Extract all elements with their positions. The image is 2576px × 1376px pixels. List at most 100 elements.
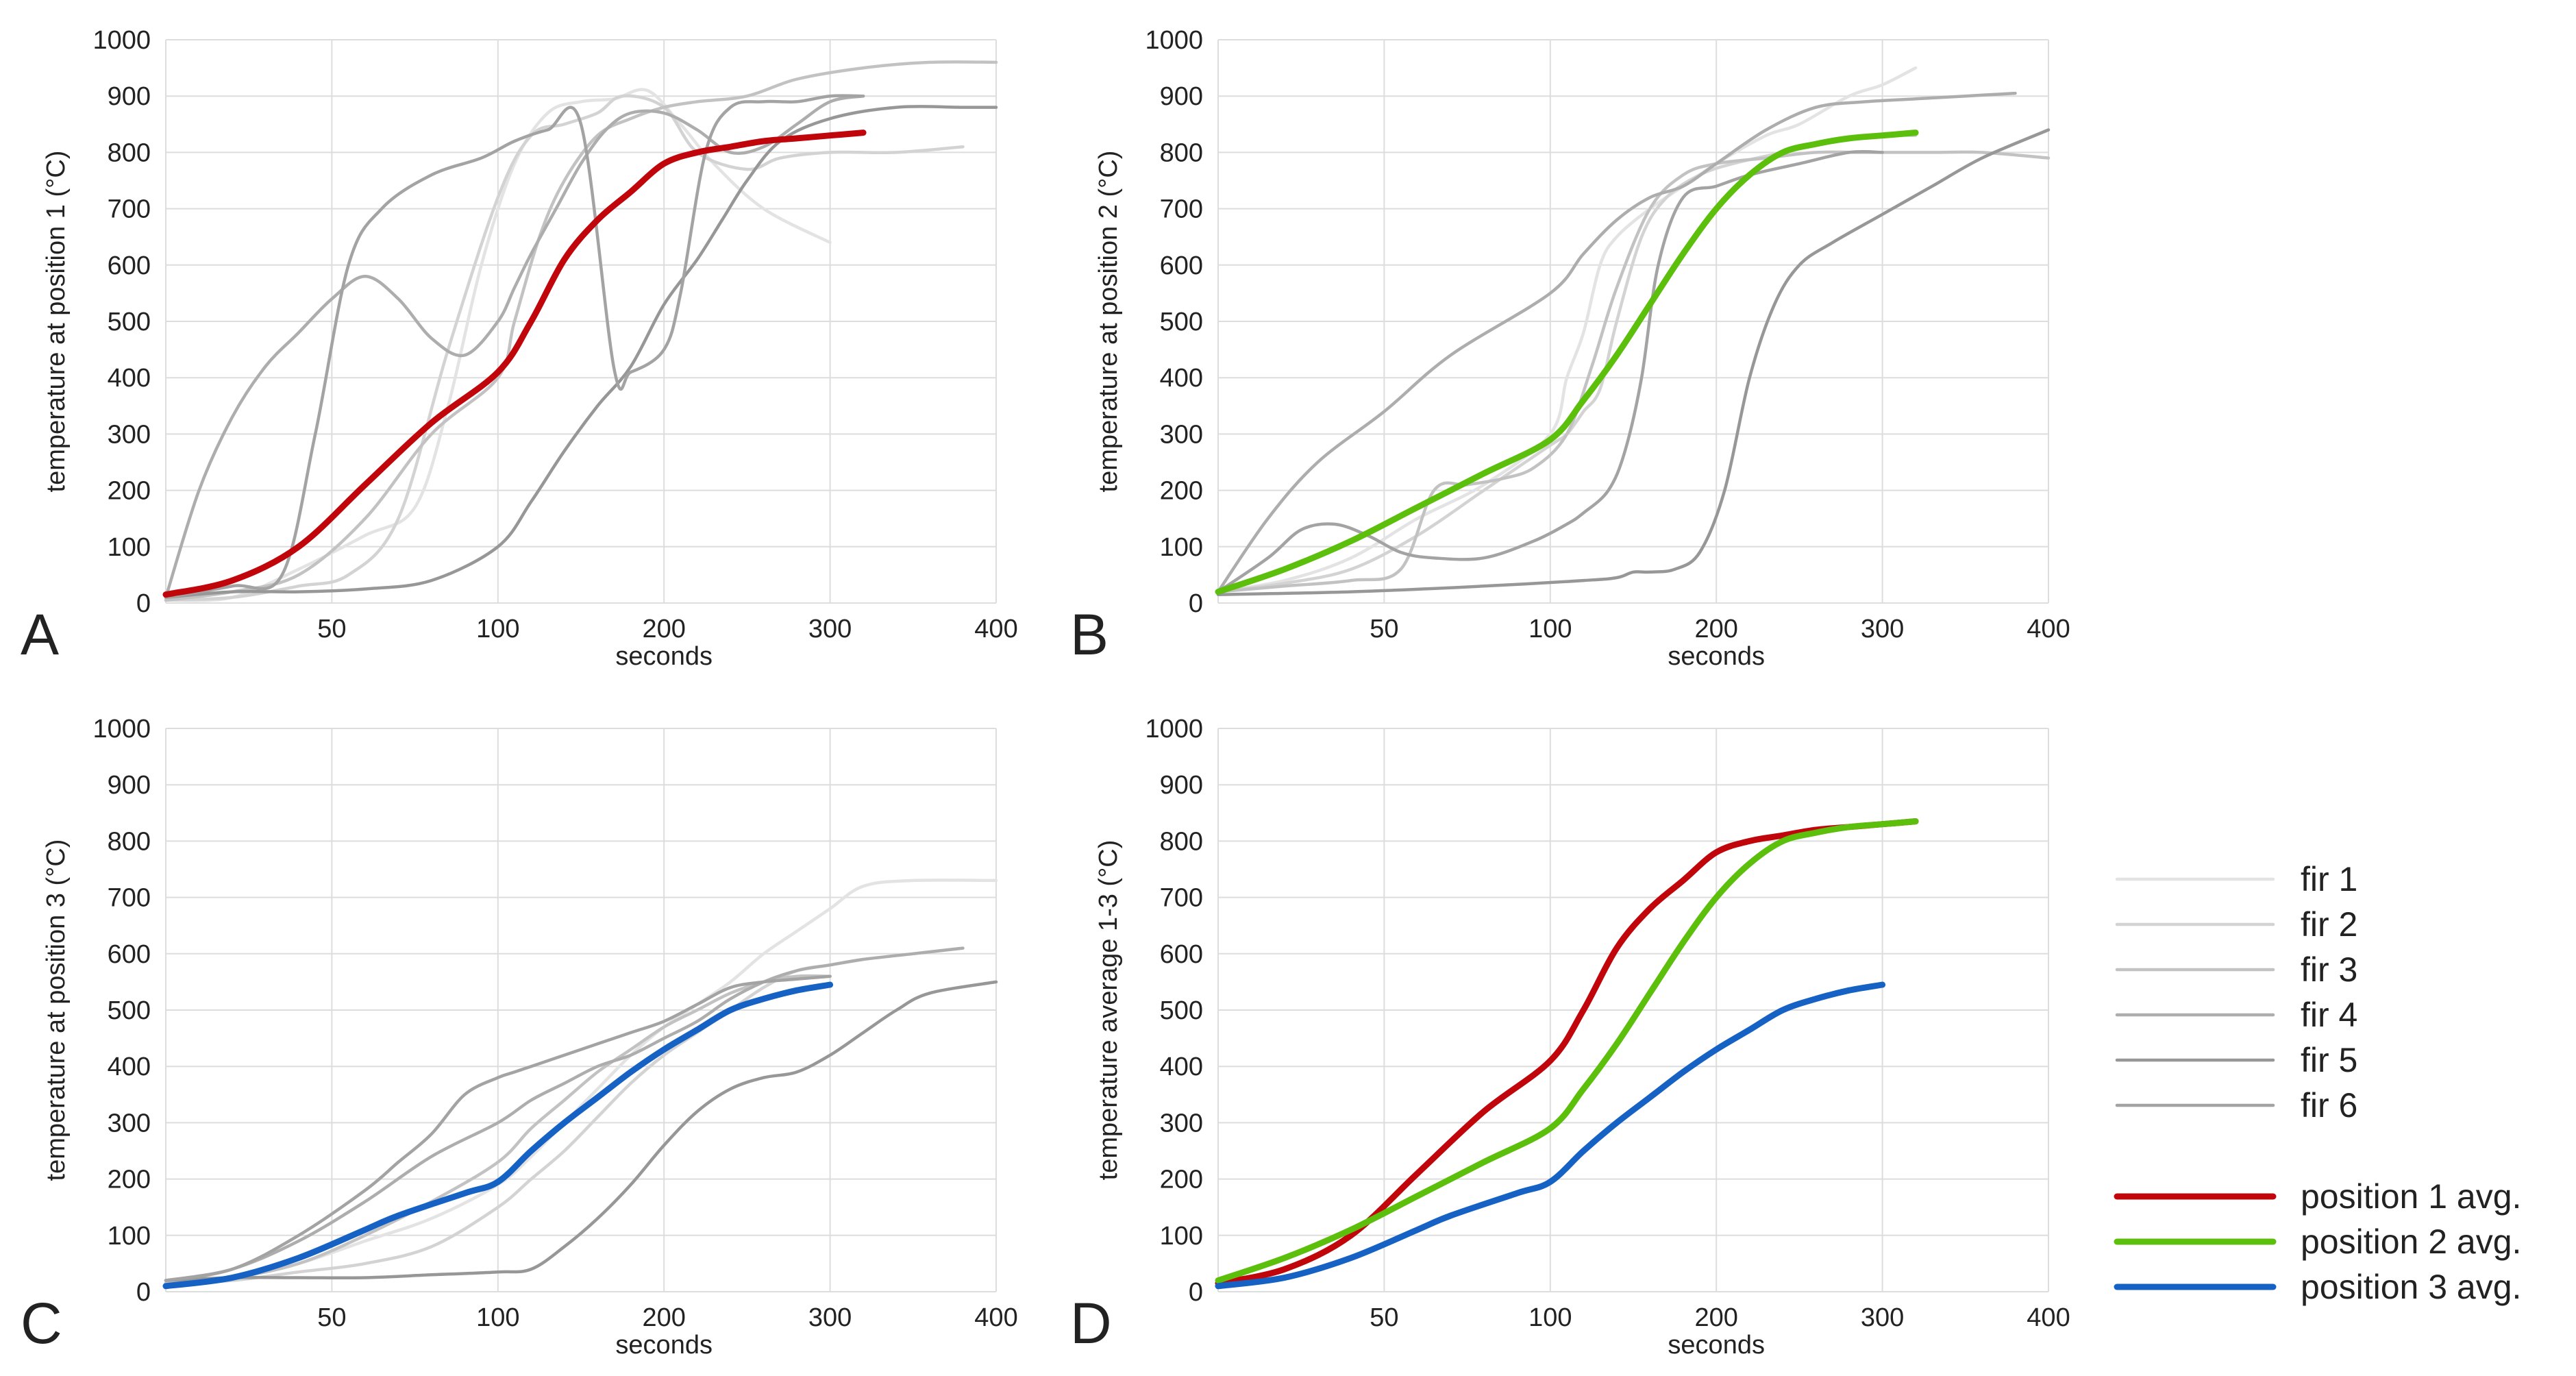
series-line-fir-5	[164, 105, 998, 600]
y-tick-label: 300	[1160, 420, 1203, 449]
panel-letter: C	[21, 1291, 62, 1355]
panel-letter: B	[1070, 602, 1109, 667]
legend-label: fir 4	[2301, 996, 2357, 1034]
y-tick-label: 800	[1160, 827, 1203, 856]
x-tick-label: 50	[1370, 1303, 1398, 1332]
legend-label: position 2 avg.	[2301, 1223, 2521, 1261]
x-tick-label: 300	[808, 615, 852, 643]
x-tick-label: 100	[476, 1303, 519, 1332]
y-tick-label: 800	[1160, 138, 1203, 167]
x-tick-label: 200	[1694, 1303, 1737, 1332]
series-line-fir-4	[1216, 91, 2017, 593]
x-tick-label: 100	[476, 615, 519, 643]
chart-panel-a: 0 100 200 300 400 500 600 700 800 900 1000 50 100 200…	[21, 26, 1018, 671]
x-axis-title: seconds	[1668, 642, 1765, 671]
y-axis-title: temperature average 1-3 (°C)	[1094, 840, 1123, 1181]
series-line-position-1-avg	[162, 130, 867, 598]
y-tick-label: 900	[1160, 771, 1203, 800]
series-line-fir-3	[164, 60, 998, 602]
series-line-fir-3	[164, 974, 832, 1285]
chart-panel-b: 0 100 200 300 400 500 600 700 800 900 1000 50 100 200…	[1070, 26, 2070, 671]
series-line-position-3-avg	[162, 981, 834, 1290]
y-tick-label: 600	[108, 251, 151, 280]
panel-letter: D	[1070, 1291, 1112, 1355]
y-tick-label: 200	[108, 1166, 151, 1194]
y-tick-label: 1000	[92, 26, 151, 55]
series-line-position-2-avg	[1215, 818, 1919, 1284]
series-line-position-3-avg	[1215, 981, 1886, 1290]
y-tick-label: 300	[1160, 1109, 1203, 1138]
legend-label: fir 5	[2301, 1041, 2357, 1079]
y-tick-label: 100	[1160, 533, 1203, 562]
legend: fir 1 fir 2 fir 3 fir 4 fir 5 fir 6 position 1…	[2114, 860, 2521, 1306]
x-tick-label: 200	[642, 1303, 685, 1332]
x-tick-label: 300	[808, 1303, 852, 1332]
y-tick-label: 700	[1160, 195, 1203, 224]
y-tick-label: 0	[136, 589, 151, 618]
y-tick-label: 400	[108, 364, 151, 393]
y-tick-label: 400	[1160, 1053, 1203, 1081]
y-tick-label: 0	[1189, 1278, 1203, 1307]
y-tick-label: 100	[108, 533, 151, 562]
x-tick-label: 100	[1528, 1303, 1572, 1332]
x-tick-label: 200	[642, 615, 685, 643]
y-tick-label: 400	[1160, 364, 1203, 393]
y-tick-label: 200	[1160, 1166, 1203, 1194]
y-tick-label: 800	[108, 138, 151, 167]
y-tick-label: 200	[1160, 477, 1203, 506]
y-tick-label: 500	[1160, 308, 1203, 336]
series-line-fir-4	[164, 946, 965, 1282]
y-tick-label: 600	[1160, 251, 1203, 280]
y-tick-label: 900	[108, 771, 151, 800]
x-tick-label: 300	[1861, 1303, 1904, 1332]
y-tick-label: 1000	[1145, 715, 1203, 744]
series-line-fir-2	[164, 957, 865, 1285]
legend-label: fir 1	[2301, 860, 2357, 898]
x-tick-label: 400	[2027, 1303, 2070, 1332]
x-tick-label: 300	[1861, 615, 1904, 643]
x-tick-label: 50	[1370, 615, 1398, 643]
y-tick-label: 1000	[92, 715, 151, 744]
legend-label: position 3 avg.	[2301, 1268, 2521, 1306]
y-tick-label: 500	[1160, 996, 1203, 1025]
series-line-fir-5	[1216, 128, 2051, 596]
x-tick-label: 200	[1694, 615, 1737, 643]
x-tick-label: 100	[1528, 615, 1572, 643]
series-line-fir-6	[164, 974, 832, 1282]
y-tick-label: 500	[108, 308, 151, 336]
y-tick-label: 700	[108, 195, 151, 224]
y-tick-label: 400	[108, 1053, 151, 1081]
chart-panel-c: 0 100 200 300 400 500 600 700 800 900 1000 50 100 200…	[21, 715, 1018, 1360]
y-tick-label: 100	[1160, 1222, 1203, 1251]
series-line-position-2-avg	[1215, 130, 1919, 595]
y-axis-title: temperature at position 1 (°C)	[42, 151, 71, 493]
y-tick-label: 1000	[1145, 26, 1203, 55]
series-line-fir-1	[164, 879, 998, 1285]
series-line-fir-1	[1216, 66, 1918, 593]
y-tick-label: 900	[108, 82, 151, 111]
series-line-fir-6	[1216, 149, 1884, 593]
y-tick-label: 200	[108, 477, 151, 506]
legend-label: fir 2	[2301, 905, 2357, 944]
y-tick-label: 700	[1160, 884, 1203, 913]
x-tick-label: 50	[317, 615, 346, 643]
x-axis-title: seconds	[1668, 1331, 1765, 1360]
x-axis-title: seconds	[615, 1331, 713, 1360]
y-tick-label: 100	[108, 1222, 151, 1251]
x-axis-title: seconds	[615, 642, 713, 671]
y-tick-label: 300	[108, 420, 151, 449]
series-line-fir-2	[164, 94, 965, 602]
legend-label: position 1 avg.	[2301, 1177, 2521, 1216]
x-tick-label: 50	[317, 1303, 346, 1332]
y-tick-label: 0	[1189, 589, 1203, 618]
x-tick-label: 400	[974, 1303, 1017, 1332]
y-axis-title: temperature at position 2 (°C)	[1094, 151, 1123, 493]
x-tick-label: 400	[2027, 615, 2070, 643]
y-tick-label: 800	[108, 827, 151, 856]
x-tick-label: 400	[974, 615, 1017, 643]
series-line-fir-6	[164, 94, 865, 600]
y-tick-label: 600	[108, 940, 151, 969]
y-axis-title: temperature at position 3 (°C)	[42, 839, 71, 1181]
y-tick-label: 500	[108, 996, 151, 1025]
